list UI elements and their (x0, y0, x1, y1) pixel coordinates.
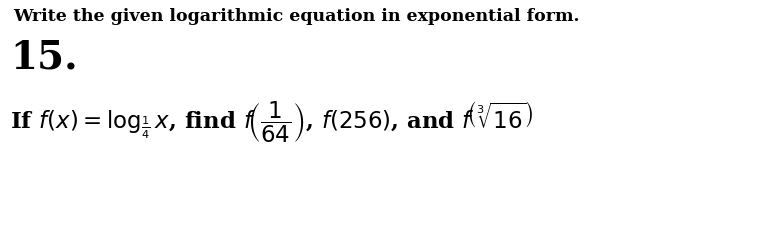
Text: Write the given logarithmic equation in exponential form.: Write the given logarithmic equation in … (13, 8, 580, 25)
Text: If $f(x) = \log_{\frac{1}{4}} x$, find $f\!\left(\dfrac{1}{64}\right)$, $f(256)$: If $f(x) = \log_{\frac{1}{4}} x$, find $… (10, 100, 533, 145)
Text: 15.: 15. (10, 38, 77, 76)
